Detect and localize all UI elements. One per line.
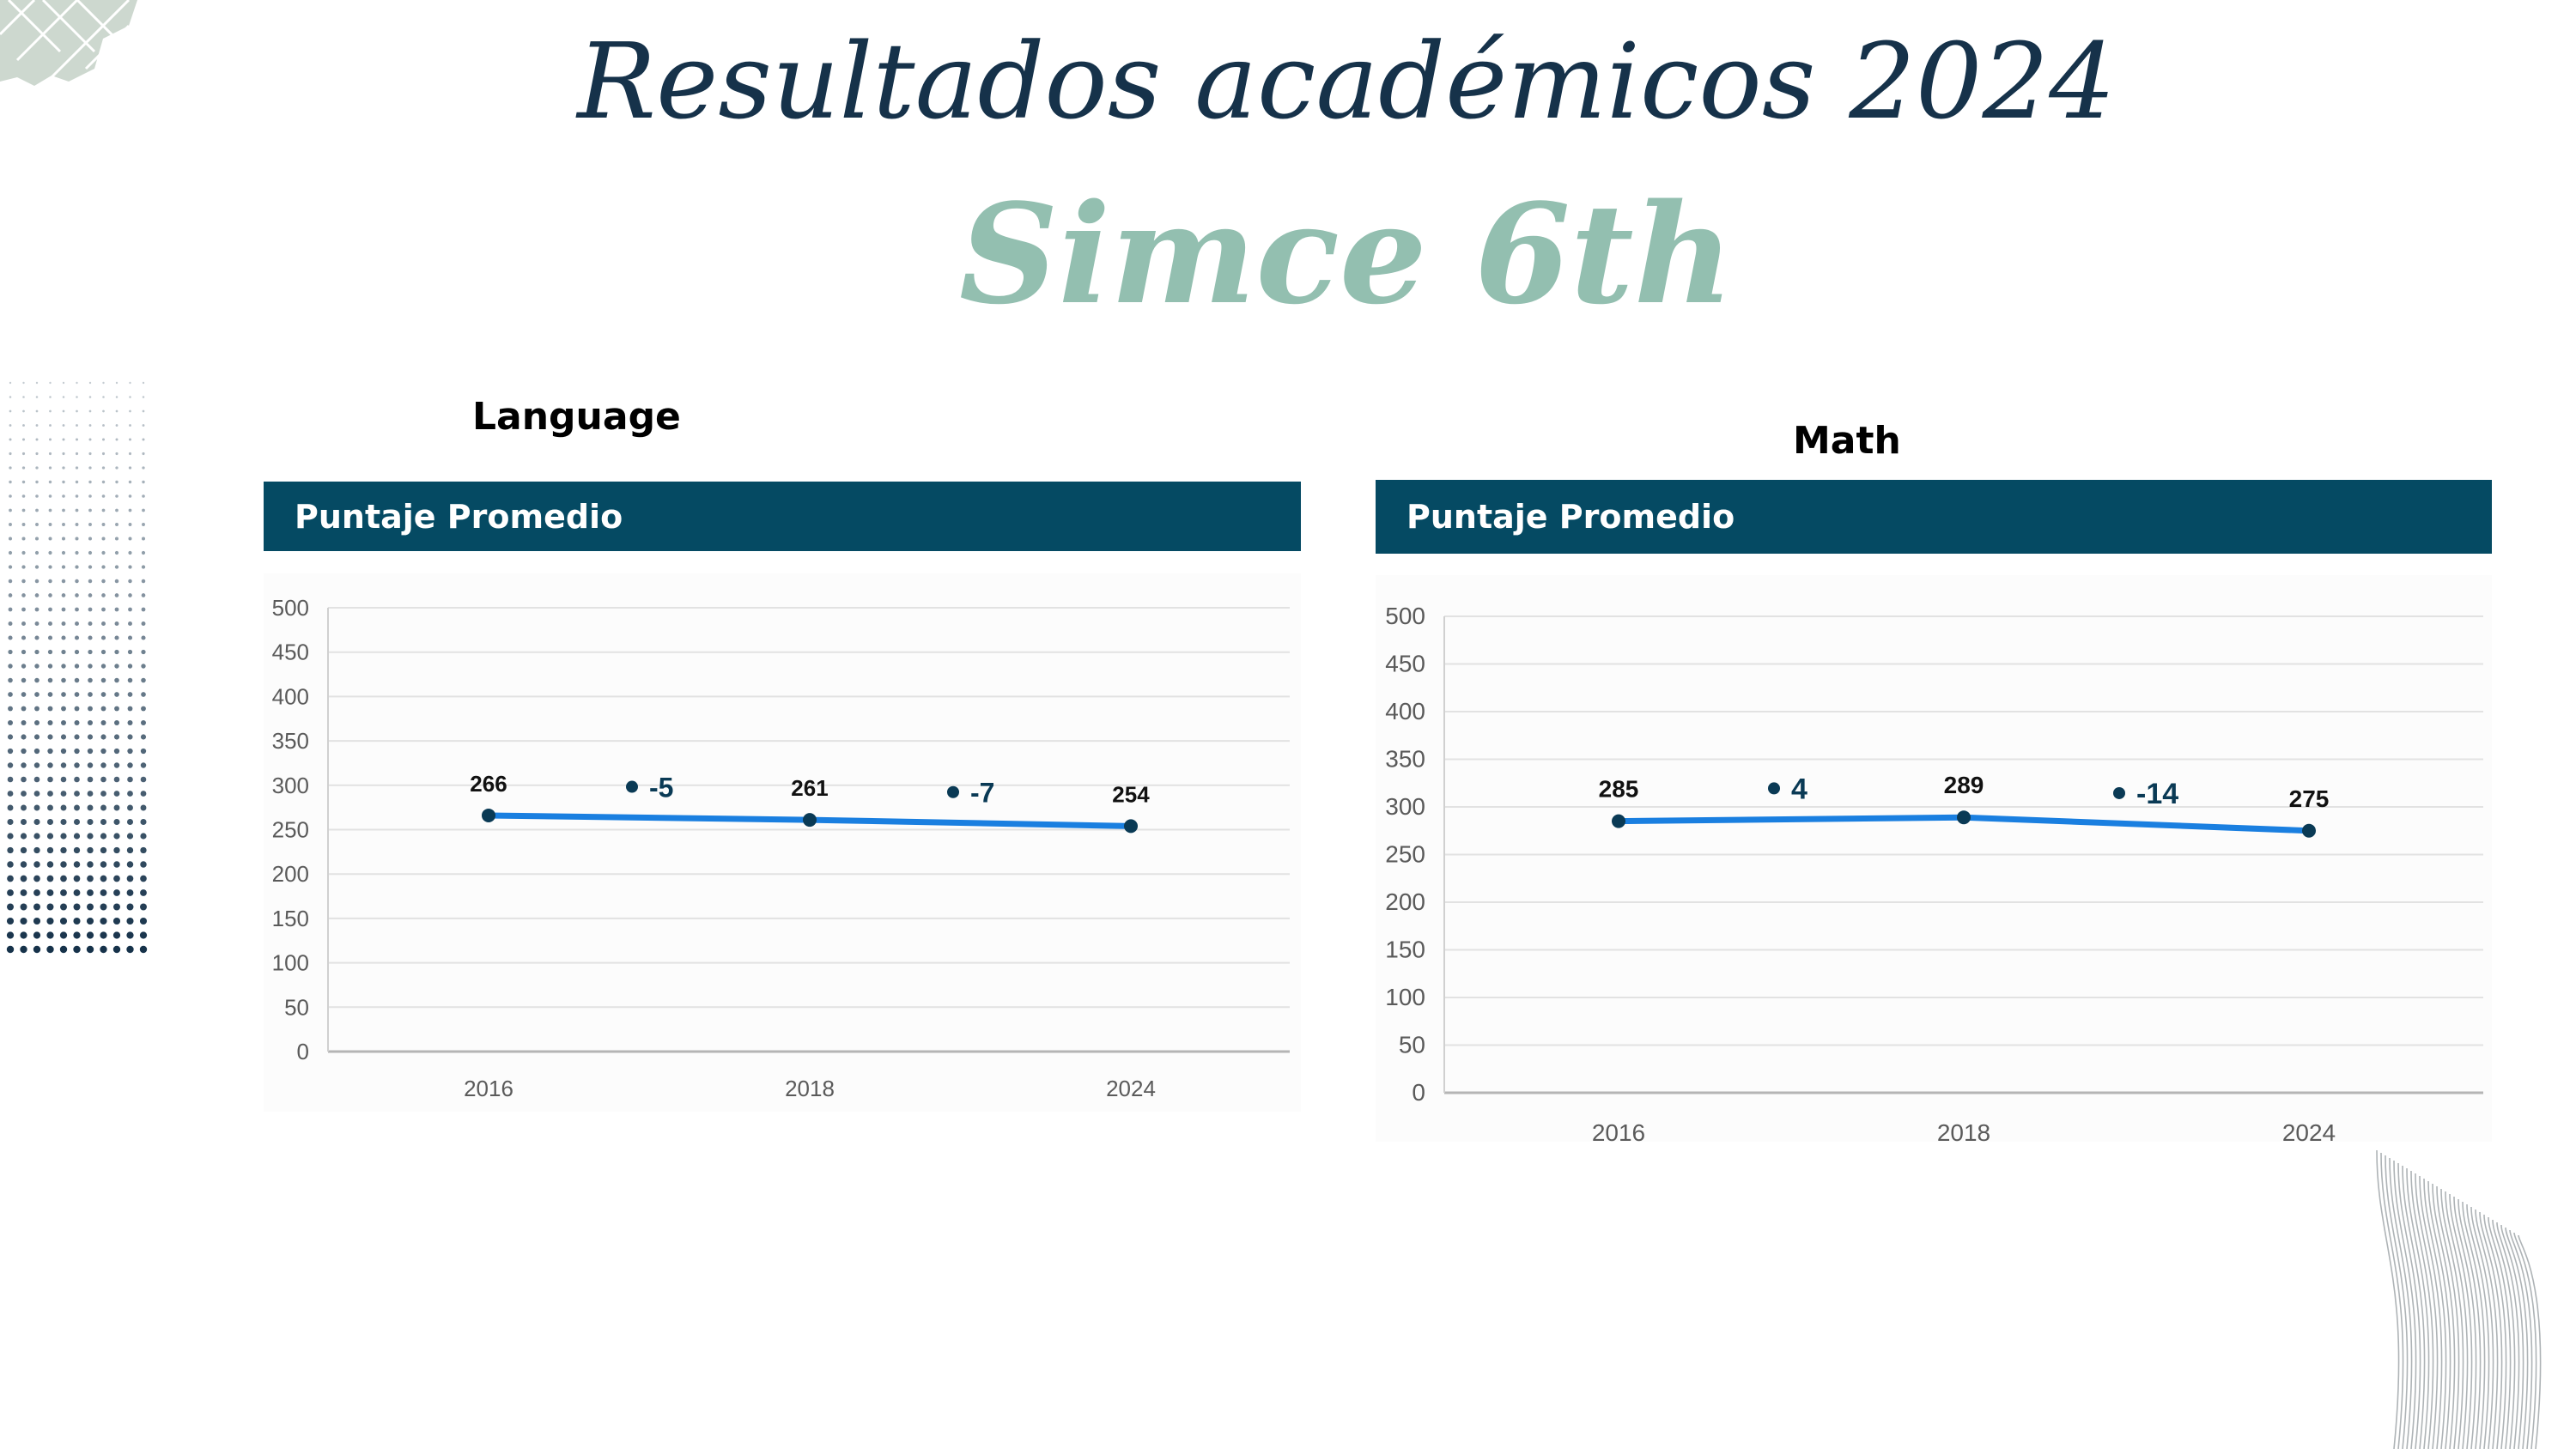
math-x-tick-label: 2024 <box>2282 1119 2336 1142</box>
math-y-tick-label: 50 <box>1399 1032 1425 1058</box>
math-y-tick-label: 500 <box>1385 603 1425 629</box>
math-chart-header: Puntaje Promedio <box>1376 480 2492 554</box>
math-data-label: 275 <box>2289 785 2330 812</box>
dots-decoration <box>6 381 148 954</box>
math-y-tick-label: 250 <box>1385 841 1425 868</box>
language-data-label: 254 <box>1112 781 1150 807</box>
map-decoration <box>0 0 137 86</box>
lines-decoration <box>2376 1149 2542 1449</box>
language-change-marker <box>626 780 638 793</box>
math-data-point <box>1957 810 1971 825</box>
math-change-label: 4 <box>1791 773 1807 805</box>
math-data-label: 289 <box>1944 772 1984 798</box>
language-x-tick-label: 2018 <box>785 1076 835 1101</box>
language-x-tick-label: 2024 <box>1106 1076 1156 1101</box>
math-line-chart: 0 50 100 150 200 250 300 350 400 450 500 2016 2018 20… <box>1376 575 2492 1142</box>
language-data-label: 266 <box>470 771 507 797</box>
page-subtitle: Simce 6th <box>958 173 1735 335</box>
math-x-tick-label: 2018 <box>1937 1119 1990 1142</box>
language-data-point <box>1124 819 1138 834</box>
math-panel-label: Math <box>1793 419 1901 463</box>
language-y-tick-label: 200 <box>272 861 309 887</box>
language-data-label: 261 <box>791 775 828 801</box>
math-data-label: 285 <box>1599 776 1639 803</box>
language-y-tick-label: 0 <box>297 1039 309 1064</box>
language-y-tick-label: 150 <box>272 906 309 931</box>
math-change-marker <box>2113 786 2125 799</box>
math-y-tick-label: 450 <box>1385 651 1425 677</box>
math-y-tick-label: 200 <box>1385 888 1425 915</box>
math-y-tick-label: 0 <box>1412 1079 1425 1106</box>
language-chart-header: Puntaje Promedio <box>264 482 1301 551</box>
math-y-tick-label: 150 <box>1385 937 1425 963</box>
language-y-tick-label: 450 <box>272 640 309 665</box>
math-change-marker <box>1768 782 1780 795</box>
language-data-point <box>482 808 495 822</box>
math-y-tick-label: 400 <box>1385 698 1425 724</box>
language-x-tick-label: 2016 <box>464 1076 513 1101</box>
language-line-chart: 0 50 100 150 200 250 300 350 400 450 500 2016 2018 20… <box>264 573 1301 1112</box>
language-change-label: -5 <box>649 773 673 803</box>
math-data-point <box>1612 814 1625 828</box>
math-change-label: -14 <box>2136 778 2178 810</box>
language-change-label: -7 <box>970 778 994 809</box>
math-y-tick-label: 100 <box>1385 984 1425 1010</box>
language-y-tick-label: 500 <box>272 595 309 621</box>
language-y-tick-label: 250 <box>272 817 309 843</box>
math-y-tick-label: 300 <box>1385 793 1425 820</box>
language-y-tick-label: 100 <box>272 950 309 976</box>
math-y-tick-label: 350 <box>1385 746 1425 773</box>
language-panel-label: Language <box>472 395 681 439</box>
language-y-tick-label: 350 <box>272 728 309 754</box>
language-change-marker <box>947 785 959 798</box>
math-x-tick-label: 2016 <box>1592 1119 1645 1142</box>
language-y-tick-label: 50 <box>284 994 309 1020</box>
math-data-point <box>2302 823 2316 838</box>
language-y-tick-label: 300 <box>272 773 309 798</box>
language-data-point <box>803 813 817 828</box>
page-title: Resultados académicos 2024 <box>577 21 2116 142</box>
language-y-tick-label: 400 <box>272 683 309 709</box>
